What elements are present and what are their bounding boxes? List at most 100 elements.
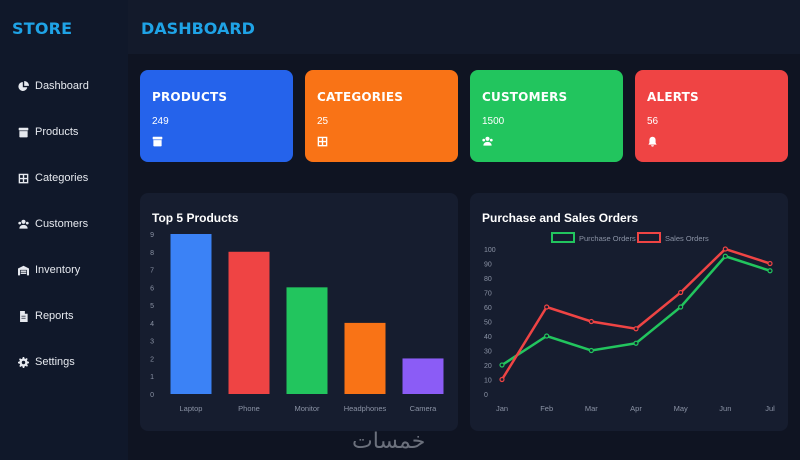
x-tick-label: Laptop [180,404,203,413]
data-point [499,362,505,368]
sidebar-item-label: Products [35,126,79,138]
legend-label: Purchase Orders [579,234,636,243]
bar-phone [228,251,270,394]
legend-swatch [637,232,661,243]
header: DASHBOARD [128,0,800,54]
y-tick-label: 40 [484,334,492,341]
card-value: 249 [152,116,169,127]
grid-icon [18,173,29,183]
data-point [544,304,550,310]
y-tick-label: 5 [150,303,154,310]
y-tick-label: 6 [150,285,154,292]
sidebar-item-customers[interactable]: Customers [18,210,88,238]
y-tick-label: 60 [484,305,492,312]
data-point [678,304,684,310]
orders-chart: 0 10 20 30 40 50 60 70 80 90 100 Jan Feb Mar Apr May Jun… [484,232,775,413]
data-point [633,326,639,332]
sidebar-item-label: Categories [35,172,89,184]
card-value: 1500 [482,116,505,127]
bar-headphones [344,322,386,394]
y-tick-label: 0 [150,392,154,399]
legend-swatch [551,232,575,243]
legend-label: Sales Orders [665,234,709,243]
sidebar-item-dashboard[interactable]: Dashboard [18,72,89,100]
y-tick-label: 4 [150,321,154,328]
x-tick-label: Mar [585,404,598,413]
series-line-purchase-orders [501,254,771,367]
y-tick-label: 8 [150,250,154,257]
x-tick-label: Jun [719,404,731,413]
data-point [722,246,728,252]
y-tick-label: 0 [484,392,488,399]
x-tick-label: Monitor [294,404,320,413]
sidebar-item-products[interactable]: Products [18,118,78,146]
card-title: PRODUCTS [152,90,228,104]
y-tick-label: 9 [150,232,154,239]
bell-icon [647,136,658,147]
bar-camera [402,358,444,394]
brand-logo[interactable]: STORE [12,19,73,38]
data-point [767,260,773,267]
bar-monitor [286,287,328,394]
page-title: DASHBOARD [141,19,255,38]
archive-icon [152,136,163,147]
x-tick-label: Camera [410,404,438,413]
card-title: ALERTS [647,90,699,104]
card-value: 25 [317,116,329,127]
products-card[interactable]: PRODUCTS 249 [140,70,293,162]
y-tick-label: 50 [484,320,492,327]
data-point [767,268,773,274]
top-products-panel: Top 5 Products 0 1 2 3 4 5 6 7 8 9 Laptop Phone Moni… [140,193,458,431]
x-tick-label: Headphones [344,404,387,413]
y-tick-label: 3 [150,339,154,346]
pie-chart-icon [18,80,29,91]
sidebar-item-label: Inventory [35,264,81,276]
orders-panel: Purchase and Sales Orders 0 10 20 30 40 50 60 7… [470,193,788,431]
sidebar-item-categories[interactable]: Categories [18,164,88,192]
categories-card[interactable]: CATEGORIES 25 [305,70,458,162]
x-tick-label: May [674,404,688,413]
data-point [499,376,505,383]
card-title: CUSTOMERS [482,90,568,104]
bar-laptop [170,234,212,394]
card-value: 56 [647,116,659,127]
y-tick-label: 70 [484,291,492,298]
x-tick-label: Jan [496,404,508,413]
gear-icon [18,356,29,368]
x-tick-label: Phone [238,404,260,413]
y-tick-label: 90 [484,262,492,269]
y-tick-label: 100 [484,247,496,254]
data-point [588,347,594,354]
sidebar-item-label: Customers [35,218,89,230]
sidebar-item-label: Dashboard [35,80,89,92]
data-point [633,340,639,346]
bar-chart-title: Top 5 Products [152,211,239,225]
watermark-logo: خمسات [352,429,426,454]
sidebar-item-settings[interactable]: Settings [18,348,75,376]
data-point [678,289,684,296]
sidebar-item-reports[interactable]: Reports [18,302,74,330]
data-point [544,333,550,339]
users-icon [482,136,493,147]
y-tick-label: 20 [484,363,492,370]
file-icon [20,310,28,322]
grid-icon [317,136,328,147]
card-title: CATEGORIES [317,90,404,104]
x-tick-label: Feb [540,404,553,413]
archive-icon [18,127,29,137]
y-tick-label: 30 [484,349,492,356]
line-chart-title: Purchase and Sales Orders [482,211,639,225]
series-line-sales-orders [500,247,771,381]
y-tick-label: 1 [150,374,154,381]
sidebar: STORE Dashboard Products Categories Cust… [0,0,128,460]
sidebar-item-label: Settings [35,356,75,368]
y-tick-label: 80 [484,276,492,283]
x-tick-label: Apr [630,404,642,413]
top-products-chart: 0 1 2 3 4 5 6 7 8 9 Laptop Phone Monitor Headphones Ca… [150,232,444,413]
data-point [588,318,594,325]
sidebar-item-inventory[interactable]: Inventory [18,256,80,284]
alerts-card[interactable]: ALERTS 56 [635,70,788,162]
data-point [722,253,728,259]
y-tick-label: 2 [150,356,154,363]
customers-card[interactable]: CUSTOMERS 1500 [470,70,623,162]
